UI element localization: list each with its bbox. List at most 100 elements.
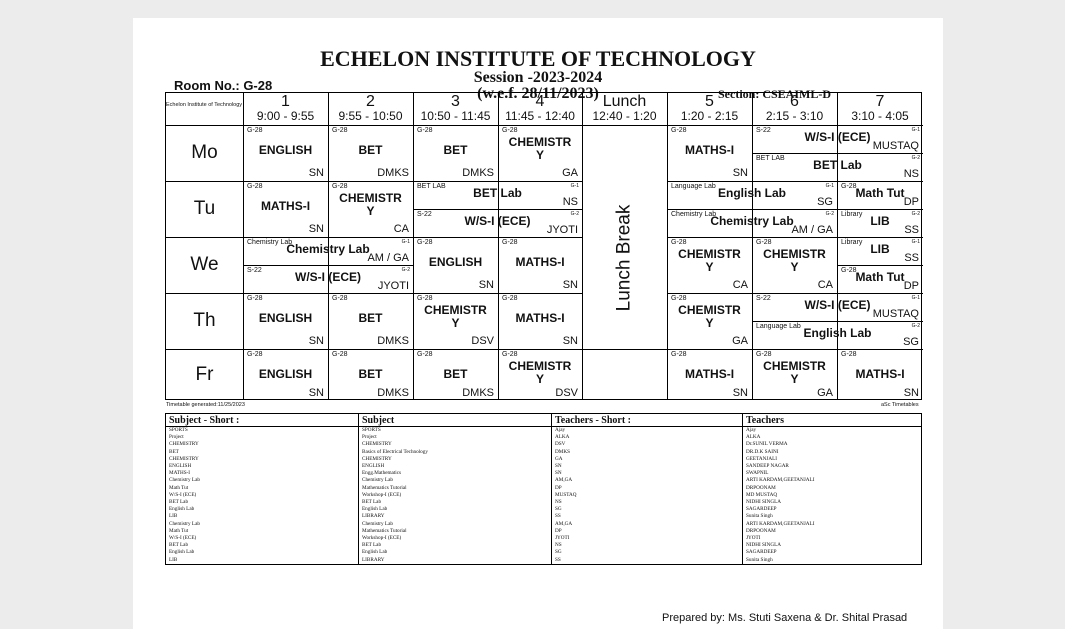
legend-cell: BET Lab: [358, 499, 552, 507]
cell-room: BET LAB: [756, 155, 785, 162]
period-header: 3 10:50 - 11:45: [413, 94, 498, 123]
timetable-cell[interactable]: Language Lab English Lab SG G-2: [752, 321, 923, 349]
legend-cell: SN: [551, 470, 743, 478]
period-time: 9:55 - 10:50: [338, 109, 403, 123]
cell-subject-text: CHEMISTR: [508, 135, 572, 149]
cell-subject: ENGLISH: [243, 312, 328, 325]
cell-teacher: GA: [817, 387, 833, 399]
timetable-cell[interactable]: G-28 ENGLISH SN: [243, 349, 328, 401]
session-label: Session -2023-2024: [473, 69, 603, 86]
cell-group: G-1: [570, 183, 579, 189]
cell-subject-text: Y: [705, 316, 714, 330]
timetable-cell[interactable]: BET LAB BET Lab NS G-1: [413, 181, 582, 209]
timetable-cell[interactable]: G-28 MATHS-I SN: [667, 349, 752, 401]
grid-line: [752, 321, 923, 322]
period-time: 2:15 - 3:10: [765, 109, 824, 123]
timetable-cell[interactable]: G-28 CHEMISTR Y CA: [328, 181, 413, 237]
cell-subject-text: Chemistry Lab: [286, 242, 370, 256]
legend-cell: SAGARDEEP: [742, 506, 922, 514]
cell-subject: MATHS-I: [243, 200, 328, 213]
legend-cell: Mathematics Tutorial: [358, 527, 552, 536]
legend-header: Teachers - Short :: [551, 413, 743, 427]
cell-room: G-28: [671, 127, 687, 134]
cell-subject-text: BET: [443, 143, 468, 157]
timetable-cell[interactable]: G-28 ENGLISH SN: [413, 237, 498, 293]
legend-cell: ALKA: [742, 434, 922, 442]
legend-cell: Basics of Electrical Technology: [358, 448, 552, 456]
timetable-cell[interactable]: G-28 CHEMISTR Y CA: [752, 237, 837, 293]
timetable-cell[interactable]: G-28 BET DMKS: [413, 349, 498, 401]
legend-cell: CHEMISTRY: [358, 455, 552, 464]
timetable-cell[interactable]: BET LAB BET Lab NS G-2: [752, 153, 923, 181]
timetable-cell[interactable]: G-28 BET DMKS: [413, 125, 498, 181]
cell-subject-text: Y: [790, 372, 799, 386]
grid-line: [752, 153, 923, 154]
cell-subject: BET Lab: [413, 187, 582, 200]
timetable-cell[interactable]: G-28 Math Tut DP: [837, 265, 923, 293]
cell-subject: Math Tut: [837, 271, 923, 284]
cell-subject-text: W/S-I (ECE): [464, 214, 531, 228]
timetable-cell[interactable]: S-22 W/S-I (ECE) JYOTI G-2: [243, 265, 413, 293]
effective-date: (w.e.f. 28/11/2023): [477, 85, 599, 102]
timetable-cell[interactable]: G-28 MATHS-I SN: [243, 181, 328, 237]
timetable-cell[interactable]: G-28 CHEMISTR Y DSV: [413, 293, 498, 349]
cell-teacher: DMKS: [377, 387, 409, 399]
cell-subject-text: W/S-I (ECE): [295, 270, 361, 284]
period-number: 4: [535, 93, 545, 110]
legend-cell: GEETANJALI: [742, 455, 922, 464]
timetable-cell[interactable]: G-28 ENGLISH SN: [243, 293, 328, 349]
cell-subject-text: English Lab: [803, 326, 872, 340]
timetable-cell[interactable]: G-28 CHEMISTR Y GA: [667, 293, 752, 349]
timetable-cell[interactable]: G-28 BET DMKS: [328, 125, 413, 181]
legend-row: MATHS-I Engg.Mathematics SN SWAPNIL: [165, 470, 922, 478]
timetable-cell[interactable]: G-28 ENGLISH SN: [243, 125, 328, 181]
timetable-cell[interactable]: G-28 CHEMISTR Y DSV: [498, 349, 582, 401]
cell-teacher: NS: [562, 196, 578, 208]
legend-cell: NS: [551, 499, 743, 507]
legend-cell: Sunita Singh: [742, 513, 922, 521]
timetable-cell[interactable]: G-28 CHEMISTR Y GA: [498, 125, 582, 181]
legend-cell: Mathematics Tutorial: [358, 484, 552, 492]
cell-group: G-1: [911, 239, 920, 245]
legend-row: W/S-I (ECE) Workshop-I (ECE) MUSTAQ MD MUST…: [165, 491, 922, 500]
cell-subject: CHEMISTR Y: [413, 304, 498, 330]
legend-cell: Ajay: [551, 426, 743, 435]
timetable-cell[interactable]: Chemistry Lab Chemistry Lab AM / GA G-1: [243, 237, 413, 265]
cell-teacher: SG: [903, 336, 919, 348]
timetable-cell[interactable]: S-22 W/S-I (ECE) JYOTI G-2: [413, 209, 582, 237]
timetable-cell[interactable]: G-28 MATHS-I SN: [837, 349, 923, 401]
timetable-cell[interactable]: Language Lab English Lab SG G-1: [667, 181, 837, 209]
legend-row: BET Basics of Electrical Technology DMKS DR…: [165, 448, 922, 456]
timetable-cell[interactable]: G-28 BET DMKS: [328, 293, 413, 349]
timetable-cell[interactable]: Chemistry Lab Chemistry Lab AM / GA G-2: [667, 209, 837, 237]
legend-row: W/S-I (ECE) Workshop-I (ECE) JYOTI JYOTI: [165, 535, 922, 543]
legend-cell: Dr.SUNIL VERMA: [742, 441, 922, 449]
timetable-cell[interactable]: G-28 MATHS-I SN: [667, 125, 752, 181]
legend-cell: DR.D.K SAINI: [742, 448, 922, 456]
cell-room: G-28: [841, 267, 857, 274]
cell-room: G-28: [502, 351, 518, 358]
timetable-cell[interactable]: S-22 W/S-I (ECE) MUSTAQ G-1: [752, 293, 923, 321]
grid-line: [837, 209, 923, 210]
period-time: 12:40 - 1:20: [592, 109, 657, 123]
timetable-cell[interactable]: Library LIB SS G-2: [837, 209, 923, 237]
timetable-cell[interactable]: S-22 W/S-I (ECE) MUSTAQ G-1: [752, 125, 923, 153]
timetable-cell[interactable]: G-28 BET DMKS: [328, 349, 413, 401]
timetable-cell[interactable]: G-28 Math Tut DP: [837, 181, 923, 209]
timetable-cell[interactable]: G-28 MATHS-I SN: [498, 293, 582, 349]
timetable-cell[interactable]: G-28 CHEMISTR Y CA: [667, 237, 752, 293]
legend-cell: NIDHI SINGLA: [742, 499, 922, 507]
cell-teacher: SN: [562, 335, 578, 347]
cell-teacher: CA: [817, 279, 833, 291]
legend-cell: CHEMISTRY: [358, 441, 552, 449]
legend-cell: BET: [165, 448, 359, 456]
legend-cell: SN: [551, 463, 743, 471]
timetable-cell[interactable]: G-28 MATHS-I SN: [498, 237, 582, 293]
legend-cell: English Lab: [165, 506, 359, 514]
legend-cell: W/S-I (ECE): [165, 535, 359, 543]
legend-row: CHEMISTRY CHEMISTRY GA GEETANJALI: [165, 455, 922, 464]
legend-cell: DRPOONAM: [742, 484, 922, 492]
timetable-cell[interactable]: G-28 CHEMISTR Y GA: [752, 349, 837, 401]
cell-teacher: DMKS: [462, 167, 494, 179]
timetable-cell[interactable]: Library LIB SS G-1: [837, 237, 923, 265]
